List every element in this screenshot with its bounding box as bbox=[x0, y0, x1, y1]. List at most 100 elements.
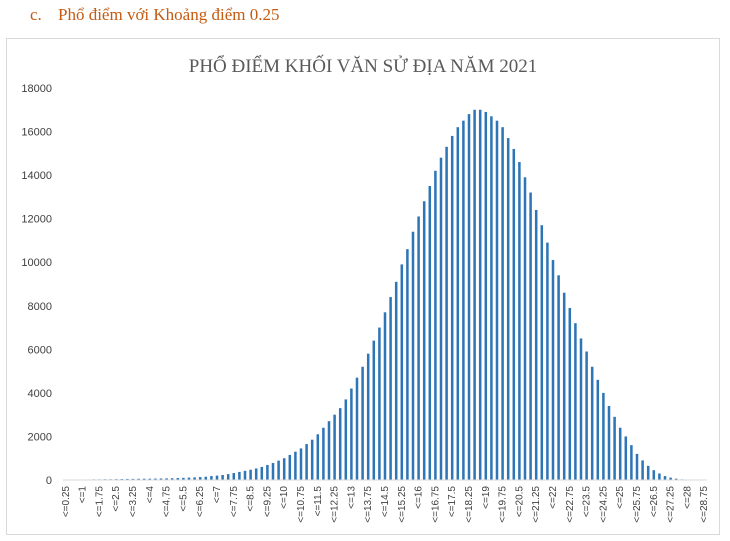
bar bbox=[310, 439, 314, 480]
y-tick-label: 2000 bbox=[28, 431, 52, 443]
bar bbox=[176, 478, 180, 480]
bar bbox=[148, 478, 152, 480]
section-letter: c. bbox=[30, 5, 42, 24]
bar bbox=[322, 427, 325, 480]
bar bbox=[669, 477, 672, 480]
bar bbox=[484, 111, 488, 481]
bar bbox=[294, 451, 297, 480]
bar bbox=[562, 292, 566, 480]
bar bbox=[467, 114, 471, 480]
bar bbox=[652, 470, 656, 480]
bar bbox=[282, 458, 286, 480]
bar bbox=[462, 120, 465, 481]
bar bbox=[590, 366, 594, 480]
x-tick-label: <=19.75 bbox=[498, 486, 509, 523]
y-tick-label: 12000 bbox=[21, 214, 52, 226]
bar bbox=[568, 307, 572, 480]
bar bbox=[305, 444, 308, 480]
x-tick-label: <=16.75 bbox=[430, 486, 441, 523]
bar bbox=[187, 477, 191, 480]
x-axis-ticks: <=0.25 <=1 <=1.75 <=2.5 <=3.25 <=4 <=4.75 <=5.5… bbox=[61, 486, 710, 523]
bar bbox=[383, 312, 387, 480]
bar bbox=[204, 476, 208, 480]
x-tick-label: <=11.5 bbox=[313, 486, 324, 517]
x-tick-label: <=10.75 bbox=[296, 486, 307, 523]
bar bbox=[215, 475, 219, 480]
bar bbox=[630, 445, 633, 480]
chart-frame: PHỔ ĐIỂM KHỐI VĂN SỬ ĐỊA NĂM 2021 0 2000 4… bbox=[6, 38, 720, 535]
bar bbox=[663, 476, 667, 480]
x-tick-label: <=15.25 bbox=[397, 486, 408, 523]
section-title: Phổ điểm với Khoảng điểm 0.25 bbox=[58, 5, 280, 24]
x-tick-label: <=28 bbox=[682, 486, 693, 509]
bar bbox=[221, 474, 224, 480]
bar bbox=[288, 454, 292, 480]
bar bbox=[394, 281, 398, 480]
x-tick-label: <=17.5 bbox=[447, 486, 458, 518]
bar bbox=[635, 453, 639, 480]
x-tick-label: <=16 bbox=[414, 486, 425, 509]
bar bbox=[389, 297, 392, 480]
bar bbox=[607, 405, 611, 480]
score-distribution-chart: PHỔ ĐIỂM KHỐI VĂN SỬ ĐỊA NĂM 2021 0 2000 4… bbox=[21, 55, 710, 523]
bar bbox=[540, 225, 544, 480]
bar bbox=[546, 242, 549, 480]
bar bbox=[557, 275, 560, 480]
bar bbox=[338, 408, 342, 480]
bar bbox=[579, 338, 583, 480]
x-tick-label: <=13.75 bbox=[363, 486, 374, 523]
bar bbox=[439, 157, 443, 480]
x-tick-label: <=14.5 bbox=[380, 486, 391, 518]
bar bbox=[165, 478, 168, 480]
bar bbox=[574, 323, 577, 480]
x-tick-label: <=1 bbox=[78, 486, 89, 504]
x-tick-label: <=27.25 bbox=[666, 486, 677, 523]
bar bbox=[406, 249, 409, 480]
x-tick-label: <=22 bbox=[548, 486, 559, 509]
bar bbox=[674, 478, 678, 480]
bars bbox=[64, 109, 706, 481]
bar bbox=[142, 478, 146, 480]
bar bbox=[271, 463, 275, 480]
bar bbox=[478, 109, 482, 480]
bar bbox=[277, 460, 280, 480]
bar bbox=[366, 353, 370, 480]
bar bbox=[512, 148, 516, 480]
y-tick-label: 16000 bbox=[21, 127, 52, 139]
bar bbox=[131, 478, 135, 480]
x-tick-label: <=1.75 bbox=[94, 486, 105, 518]
x-tick-label: <=25.75 bbox=[632, 486, 643, 523]
bar bbox=[266, 464, 269, 480]
chart-title: PHỔ ĐIỂM KHỐI VĂN SỬ ĐỊA NĂM 2021 bbox=[189, 55, 538, 77]
y-axis-ticks: 0 2000 4000 6000 8000 10000 12000 14000 16000 180… bbox=[21, 83, 52, 487]
x-tick-label: <=19 bbox=[481, 486, 492, 509]
bar bbox=[344, 399, 348, 480]
x-tick-label: <=3.25 bbox=[128, 486, 139, 518]
bar bbox=[602, 392, 605, 480]
bar bbox=[126, 478, 129, 480]
bar bbox=[254, 468, 258, 480]
bar bbox=[226, 474, 230, 480]
x-tick-label: <=18.25 bbox=[464, 486, 475, 523]
section-heading: c. Phổ điểm với Khoảng điểm 0.25 bbox=[0, 5, 279, 29]
bar bbox=[529, 192, 532, 480]
x-tick-label: <=6.25 bbox=[195, 486, 206, 518]
bar bbox=[299, 448, 303, 480]
bar bbox=[249, 469, 252, 480]
y-tick-label: 18000 bbox=[21, 83, 52, 95]
x-tick-label: <=7.75 bbox=[229, 486, 240, 518]
bar bbox=[624, 436, 628, 480]
bar bbox=[490, 116, 493, 480]
bar bbox=[333, 414, 336, 480]
bar bbox=[378, 327, 381, 480]
y-tick-label: 14000 bbox=[21, 170, 52, 182]
bar bbox=[518, 162, 521, 480]
bar bbox=[434, 170, 437, 480]
bar bbox=[585, 351, 588, 480]
x-tick-label: <=7 bbox=[212, 486, 223, 504]
y-tick-label: 0 bbox=[46, 475, 52, 487]
bar bbox=[361, 366, 364, 480]
bar bbox=[400, 264, 404, 480]
bar bbox=[154, 478, 157, 480]
bar bbox=[445, 146, 448, 481]
